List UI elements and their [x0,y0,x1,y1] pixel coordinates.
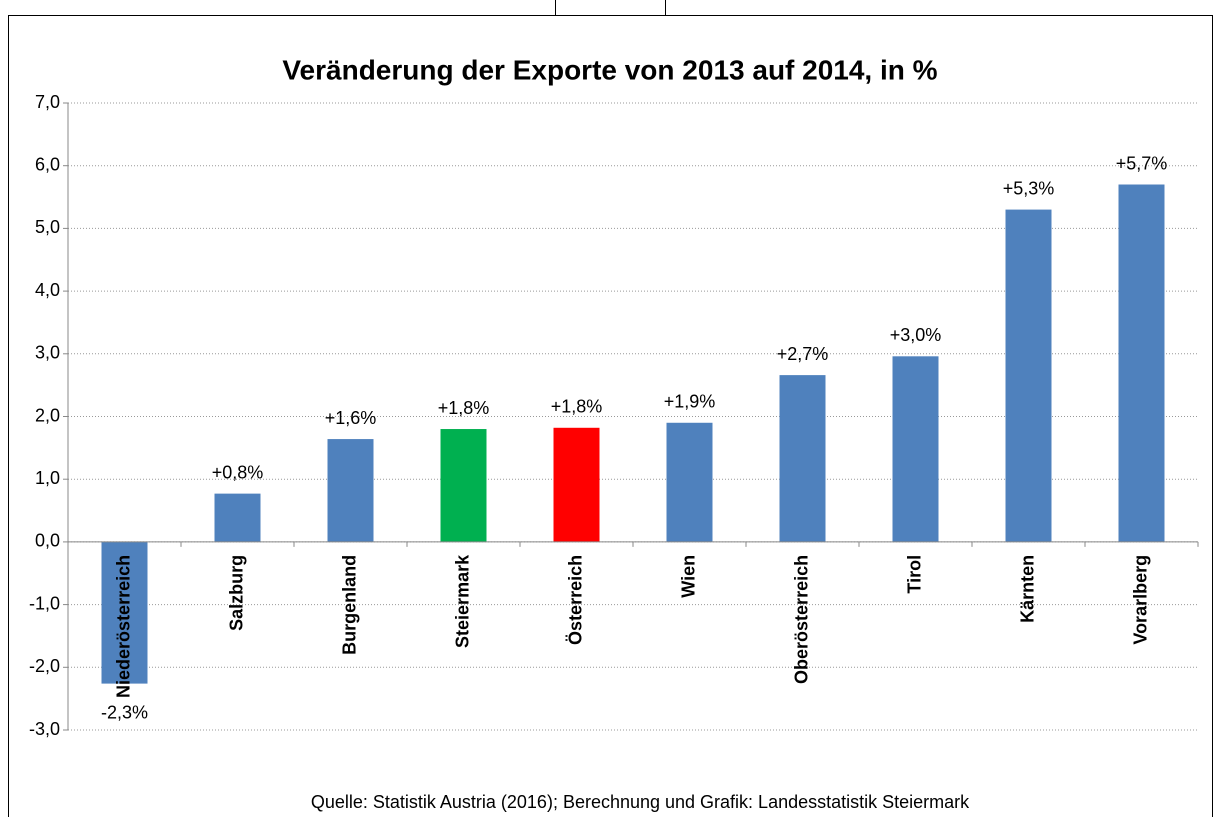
bar [214,493,261,542]
chart-title: Veränderung der Exporte von 2013 auf 201… [282,54,937,85]
x-tick-label: Salzburg [226,555,246,631]
y-tick-label: 3,0 [35,343,60,363]
x-tick-label: Tirol [904,555,924,594]
x-tick-label: Oberösterreich [791,555,811,684]
value-label: +0,8% [212,462,264,482]
x-tick-label: Niederösterreich [113,555,133,698]
bar [1005,209,1052,542]
value-label: +1,6% [325,408,377,428]
y-tick-label: 2,0 [35,405,60,425]
source: Quelle: Statistik Austria (2016); Berech… [311,792,970,812]
y-tick-label: 1,0 [35,468,60,488]
x-tick-label: Österreich [565,555,585,645]
value-label: +3,0% [890,325,942,345]
y-tick-label: -1,0 [29,593,60,613]
value-label: +1,9% [664,392,716,412]
y-tick-label: 5,0 [35,217,60,237]
y-tick-label: -3,0 [29,719,60,739]
tab [555,0,666,16]
x-tick-label: Wien [678,555,698,598]
value-label: +2,7% [777,344,829,364]
y-tick-label: -2,0 [29,656,60,676]
x-tick-label: Steiermark [452,554,472,648]
x-tick-label: Vorarlberg [1130,555,1150,645]
y-tick-label: 7,0 [35,92,60,112]
value-label: +1,8% [438,398,490,418]
value-label: -2,3% [101,702,148,722]
bar [666,422,713,542]
bar [1118,184,1165,542]
value-label: +5,3% [1003,178,1055,198]
value-label: +5,7% [1116,153,1168,173]
bar [553,427,600,542]
y-tick-label: 4,0 [35,280,60,300]
x-tick-label: Kärnten [1017,555,1037,623]
bar [101,541,148,684]
bar [327,439,374,542]
bar [440,429,487,542]
bar [779,375,826,542]
bar [892,356,939,542]
y-tick-label: 6,0 [35,154,60,174]
y-tick-label: 0,0 [35,531,60,551]
x-tick-label: Burgenland [339,555,359,655]
value-label: +1,8% [551,397,603,417]
